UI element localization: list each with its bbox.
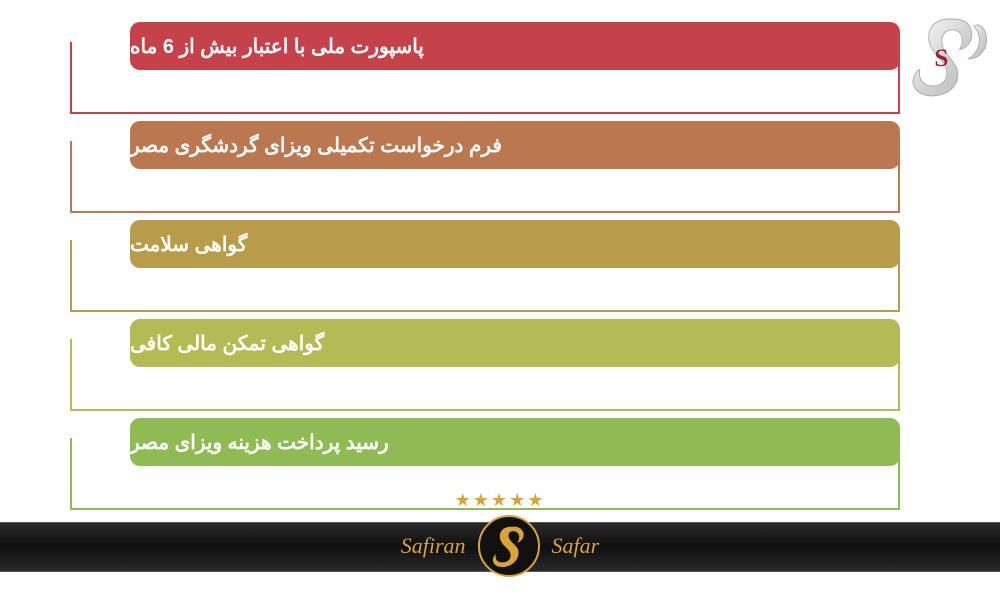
row-pill: گواهی سلامت (130, 220, 900, 268)
row-label: گواهی تمکن مالی کافی (130, 331, 324, 356)
list-row: پاسپورت ملی با اعتبار بیش از 6 ماه (70, 22, 900, 114)
footer-brand-block: ★★★★★ Safiran Safar (380, 490, 620, 590)
swan-icon (485, 522, 533, 570)
swan-icon: S (900, 10, 990, 100)
row-label: پاسپورت ملی با اعتبار بیش از 6 ماه (130, 34, 424, 59)
row-pill: پاسپورت ملی با اعتبار بیش از 6 ماه (130, 22, 900, 70)
row-pill: رسید پرداخت هزینه ویزای مصر (130, 418, 900, 466)
brand-logo-top-right: S (900, 10, 990, 100)
list-row: گواهی سلامت (70, 220, 900, 312)
logo-letter: S (934, 45, 948, 72)
row-pill: گواهی تمکن مالی کافی (130, 319, 900, 367)
row-label: رسید پرداخت هزینه ویزای مصر (130, 430, 389, 455)
brand-text-left: Safiran (401, 533, 466, 559)
infographic-canvas: S پاسپورت ملی با اعتبار بیش از 6 ماه فرم … (0, 0, 1000, 600)
footer-swan-badge (478, 515, 540, 577)
stars-icon: ★★★★★ (380, 490, 620, 511)
list-row: گواهی تمکن مالی کافی (70, 319, 900, 411)
list-row: فرم درخواست تکمیلی ویزای گردشگری مصر (70, 121, 900, 213)
row-label: گواهی سلامت (130, 232, 247, 257)
requirements-list: پاسپورت ملی با اعتبار بیش از 6 ماه فرم در… (70, 22, 900, 517)
row-pill: فرم درخواست تکمیلی ویزای گردشگری مصر (130, 121, 900, 169)
row-label: فرم درخواست تکمیلی ویزای گردشگری مصر (130, 133, 502, 158)
brand-text-right: Safar (552, 533, 600, 559)
